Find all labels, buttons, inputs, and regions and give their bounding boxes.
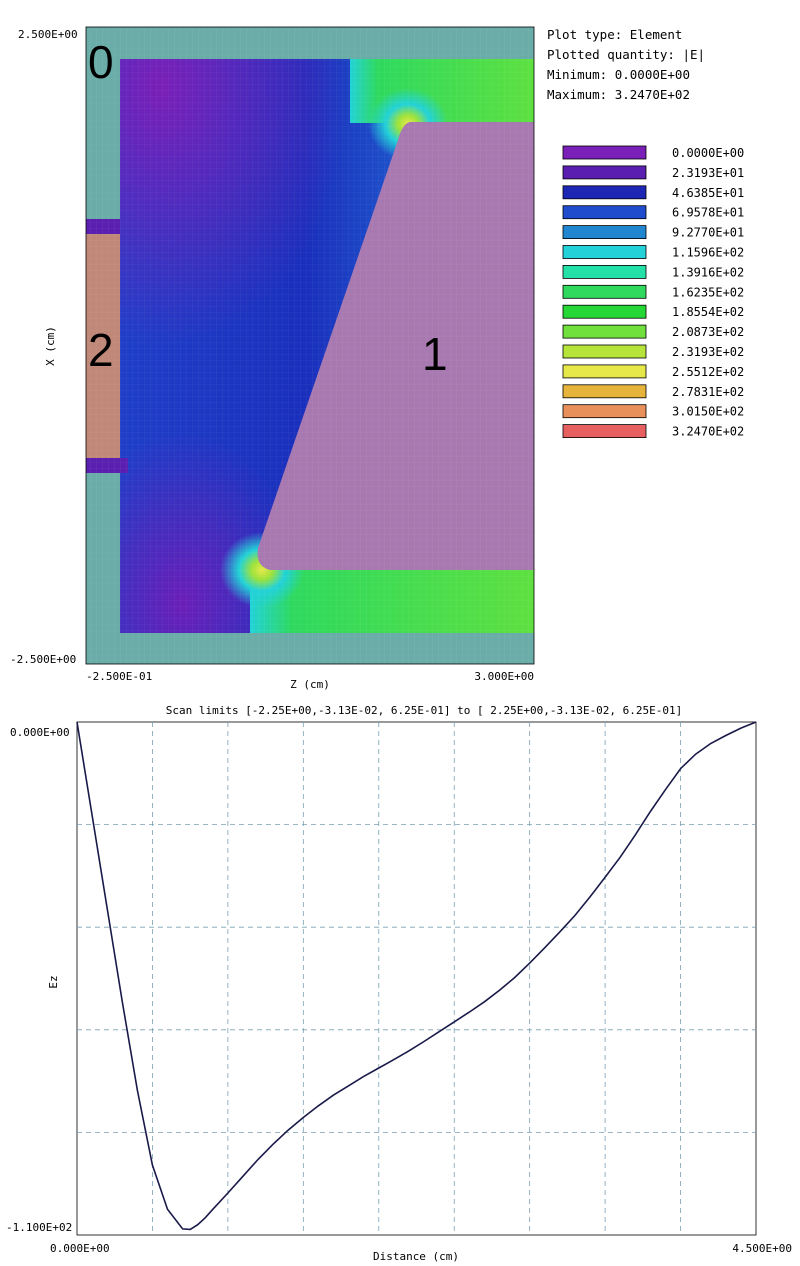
- region-label-0: 0: [88, 36, 114, 88]
- legend-swatch-7: [562, 284, 647, 299]
- y-min-label: -2.500E+00: [10, 653, 76, 666]
- line-y-min-label: -1.100E+02: [6, 1221, 72, 1234]
- line-x-min-label: 0.000E+00: [50, 1242, 110, 1255]
- legend-label-14: 3.2470E+02: [672, 425, 744, 439]
- mesh-overlay: [86, 27, 534, 664]
- legend-swatch-6: [562, 264, 647, 279]
- ez-line-plot: Scan limits [-2.25E+00,-3.13E-02, 6.25E-…: [6, 704, 792, 1263]
- legend-label-7: 1.6235E+02: [672, 285, 744, 299]
- legend-swatch-1: [562, 165, 647, 180]
- legend-label-8: 1.8554E+02: [672, 305, 744, 319]
- ez-series-line: [76, 721, 757, 1231]
- info-plotted-quantity: Plotted quantity: |E|: [547, 47, 705, 62]
- legend-swatch-10: [562, 344, 647, 359]
- color-legend: 0.0000E+00 2.3193E+01 4.6385E+01 6.9578E+01…: [562, 145, 744, 439]
- x-axis-title: Z (cm): [290, 678, 330, 691]
- legend-label-10: 2.3193E+02: [672, 345, 744, 359]
- legend-label-4: 9.2770E+01: [672, 226, 744, 240]
- line-y-max-label: 0.000E+00: [10, 726, 70, 739]
- legend-swatch-14: [562, 424, 647, 439]
- y-max-label: 2.500E+00: [18, 28, 78, 41]
- legend-swatch-13: [562, 404, 647, 419]
- legend-label-5: 1.1596E+02: [672, 246, 744, 260]
- legend-label-11: 2.5512E+02: [672, 365, 744, 379]
- legend-label-3: 6.9578E+01: [672, 206, 744, 220]
- legend-label-13: 3.0150E+02: [672, 405, 744, 419]
- legend-swatch-0: [562, 145, 647, 160]
- x-max-label: 3.000E+00: [474, 670, 534, 683]
- legend-label-1: 2.3193E+01: [672, 166, 744, 180]
- line-x-max-label: 4.500E+00: [732, 1242, 792, 1255]
- legend-swatch-12: [562, 384, 647, 399]
- legend-swatch-2: [562, 185, 647, 200]
- region-label-2: 2: [88, 324, 114, 376]
- x-min-label: -2.500E-01: [86, 670, 152, 683]
- line-plot-frame: [76, 721, 757, 1236]
- legend-swatch-3: [562, 205, 647, 220]
- legend-label-2: 4.6385E+01: [672, 186, 744, 200]
- info-maximum: Maximum: 3.2470E+02: [547, 87, 690, 102]
- legend-label-0: 0.0000E+00: [672, 146, 744, 160]
- info-plot-type: Plot type: Element: [547, 27, 682, 42]
- region-label-1: 1: [422, 328, 448, 380]
- legend-label-6: 1.3916E+02: [672, 265, 744, 279]
- grid-lines: [77, 722, 756, 1235]
- scan-limits-title: Scan limits [-2.25E+00,-3.13E-02, 6.25E-…: [166, 704, 683, 717]
- line-x-axis-title: Distance (cm): [373, 1250, 459, 1263]
- info-minimum: Minimum: 0.0000E+00: [547, 67, 690, 82]
- legend-swatch-5: [562, 245, 647, 259]
- legend-label-12: 2.7831E+02: [672, 385, 744, 399]
- field-map-plot: 0 1 2 2.500E+00 -2.500E+00 -2.500E-01 3.…: [10, 26, 744, 691]
- line-y-axis-title: Ez: [47, 975, 60, 988]
- legend-swatch-9: [562, 324, 647, 339]
- legend-swatch-8: [562, 304, 647, 319]
- y-axis-title: X (cm): [44, 326, 57, 366]
- series-line: [76, 721, 757, 1231]
- legend-label-9: 2.0873E+02: [672, 325, 744, 339]
- plot-frame: [85, 26, 535, 665]
- legend-swatch-4: [562, 225, 647, 240]
- legend-swatch-11: [562, 364, 647, 379]
